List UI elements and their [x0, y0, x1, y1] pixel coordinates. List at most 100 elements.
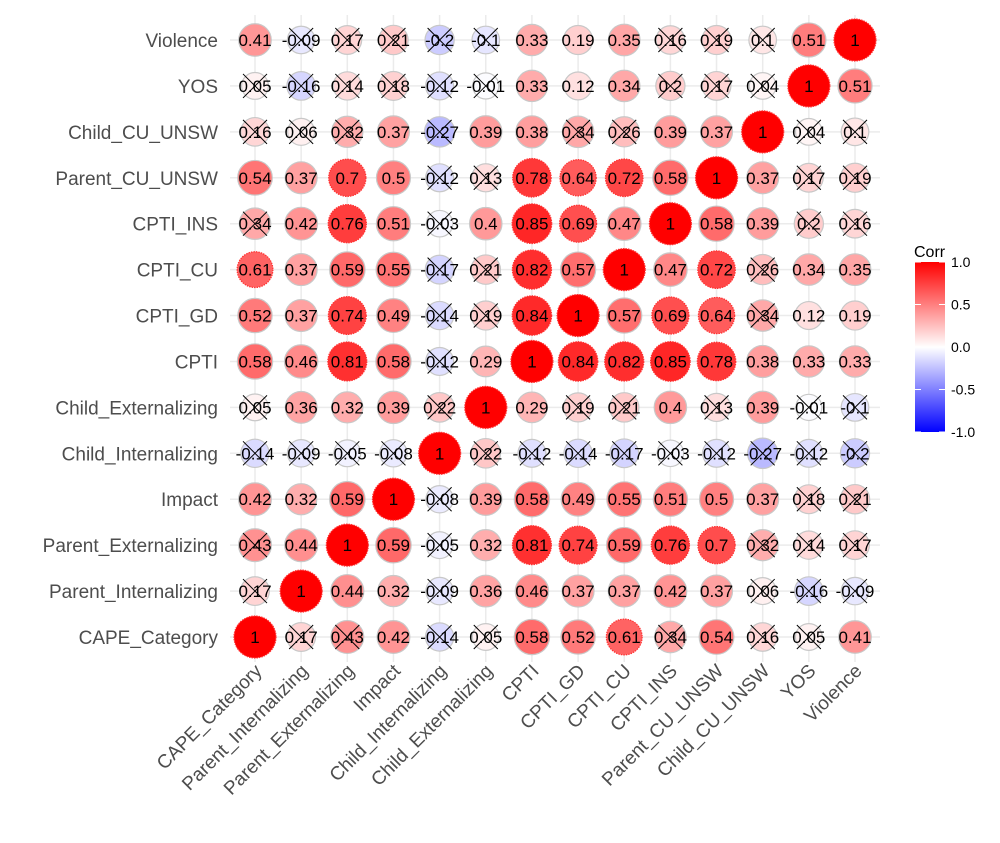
correlation-cell: 0.05: [469, 622, 502, 651]
correlation-value-label: 0.74: [331, 307, 364, 326]
correlation-value-label: -0.09: [282, 31, 321, 50]
correlation-cell: 0.21: [838, 483, 872, 515]
correlation-value-label: -0.14: [420, 307, 459, 326]
correlation-cell: 0.39: [469, 115, 503, 149]
correlation-circle: [511, 295, 553, 336]
correlation-value-label: 1: [804, 77, 813, 96]
correlation-circle: [511, 203, 553, 245]
correlation-circle: [746, 161, 780, 195]
correlation-circle: [650, 525, 691, 565]
correlation-cell: 0.34: [238, 207, 272, 241]
correlation-circle: [653, 115, 688, 149]
correlation-circle: [699, 115, 734, 149]
correlation-value-label: 0.14: [792, 536, 825, 555]
insignificant-cross-mark: [842, 395, 868, 420]
correlation-cell: 0.37: [284, 253, 318, 287]
correlation-value-label: 0.39: [377, 398, 410, 417]
correlation-value-label: 0.55: [377, 261, 410, 280]
correlation-cell: 0.51: [375, 206, 412, 242]
correlation-value-label: 0.44: [331, 582, 364, 601]
correlation-cell: 0.35: [838, 253, 872, 287]
insignificant-cross-mark: [242, 73, 268, 99]
correlation-cell: 0.36: [285, 390, 318, 424]
correlation-cell: -0.05: [328, 439, 367, 468]
correlation-value-label: 0.42: [377, 628, 410, 647]
insignificant-cross-mark: [242, 578, 268, 604]
correlation-circle: [604, 341, 645, 382]
correlation-value-label: 0.72: [608, 169, 641, 188]
insignificant-cross-mark: [427, 27, 452, 53]
correlation-cell: 0.39: [469, 482, 503, 516]
correlation-cell: 1: [648, 202, 692, 246]
correlation-cell: 0.22: [423, 392, 456, 423]
correlation-cell: 0.18: [792, 484, 825, 515]
insignificant-cross-mark: [242, 440, 268, 466]
insignificant-cross-mark: [242, 395, 268, 420]
correlation-cell: -0.16: [282, 71, 321, 101]
correlation-value-label: 0.69: [654, 307, 687, 326]
correlation-value-label: 0.04: [746, 77, 779, 96]
correlation-circle: [514, 573, 550, 609]
correlation-cell: 0.37: [699, 115, 734, 149]
insignificant-cross-mark: [288, 440, 314, 466]
correlation-cell: 0.5: [698, 481, 735, 517]
correlation-circle: [513, 480, 551, 518]
correlation-cell: 0.85: [511, 203, 553, 245]
correlation-value-label: 1: [850, 31, 859, 50]
correlation-value-label: -0.05: [328, 444, 367, 463]
correlation-value-label: 0.41: [838, 628, 871, 647]
insignificant-cross-mark: [427, 349, 452, 374]
correlation-value-label: 0.78: [700, 352, 733, 371]
correlation-value-label: 0.34: [746, 307, 779, 326]
correlation-circle: [699, 574, 734, 608]
correlation-value-label: -0.09: [282, 444, 321, 463]
correlation-cell: 0.5: [375, 160, 412, 196]
correlation-value-label: 0.58: [238, 352, 271, 371]
y-axis-label: Impact: [161, 490, 219, 511]
correlation-value-label: 0.5: [382, 169, 406, 188]
correlation-value-label: -0.12: [697, 444, 736, 463]
correlation-circle: [745, 390, 780, 425]
correlation-circle: [418, 431, 462, 475]
correlation-circle: [376, 390, 411, 425]
correlation-value-label: 0.35: [608, 31, 641, 50]
correlation-value-label: -0.27: [743, 444, 782, 463]
correlation-circle: [510, 339, 554, 384]
correlation-cell: -0.12: [513, 438, 551, 468]
correlation-value-label: 0.39: [469, 123, 502, 142]
correlation-cell: 0.21: [377, 24, 410, 56]
insignificant-cross-mark: [381, 73, 406, 99]
correlation-cell: 0.55: [375, 251, 412, 288]
correlation-cell: 0.84: [557, 341, 599, 382]
correlation-value-label: 0.19: [562, 398, 595, 417]
correlation-cell: -0.12: [789, 438, 828, 468]
correlation-cell: 0.06: [285, 117, 318, 146]
correlation-circle: [694, 156, 739, 200]
correlation-value-label: 0.16: [238, 123, 271, 142]
correlation-cell: 0.34: [608, 69, 641, 103]
insignificant-cross-mark: [427, 211, 452, 237]
correlation-value-label: 0.14: [331, 77, 364, 96]
correlation-cell: -0.05: [420, 531, 459, 560]
correlation-cell: 0.76: [327, 204, 367, 244]
correlation-value-label: 0.51: [654, 490, 687, 509]
correlation-cell: 1: [602, 248, 646, 292]
correlation-cell: -0.08: [374, 439, 413, 468]
correlation-circle: [838, 620, 872, 654]
correlation-value-label: -0.03: [651, 444, 690, 463]
insignificant-cross-mark: [611, 440, 637, 466]
correlation-value-label: 0.44: [285, 536, 318, 555]
correlation-value-label: 0.57: [562, 261, 595, 280]
correlation-cell: 1: [556, 293, 600, 338]
correlation-cell: -0.12: [420, 71, 459, 101]
correlation-circle: [745, 206, 780, 241]
correlation-circle: [792, 345, 826, 378]
correlation-value-label: -0.2: [840, 444, 869, 463]
correlation-value-label: 0.37: [562, 582, 595, 601]
correlation-value-label: 0.1: [843, 123, 867, 142]
y-axis-labels: CAPE_Category Parent_Internalizing Parent_…: [43, 31, 219, 649]
correlation-value-label: -0.14: [236, 444, 275, 463]
correlation-value-label: 0.46: [285, 352, 318, 371]
y-axis-label: Parent_CU_UNSW: [55, 169, 218, 190]
insignificant-cross-mark: [288, 624, 314, 650]
